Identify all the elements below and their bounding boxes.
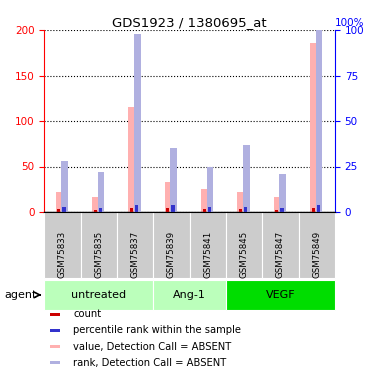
Text: GSM75835: GSM75835 xyxy=(94,231,103,278)
Bar xyxy=(130,209,133,212)
Bar xyxy=(226,212,262,278)
Text: rank, Detection Call = ABSENT: rank, Detection Call = ABSENT xyxy=(73,358,227,368)
Bar xyxy=(57,209,60,212)
Text: GSM75833: GSM75833 xyxy=(58,231,67,278)
Text: value, Detection Call = ABSENT: value, Detection Call = ABSENT xyxy=(73,342,232,351)
Bar xyxy=(80,212,117,278)
Text: 100%: 100% xyxy=(335,18,365,28)
Bar xyxy=(56,192,65,212)
Text: GSM75839: GSM75839 xyxy=(167,231,176,278)
Bar xyxy=(61,161,68,212)
Bar xyxy=(238,192,246,212)
Bar xyxy=(134,34,141,212)
Text: GSM75847: GSM75847 xyxy=(276,231,285,278)
Bar xyxy=(92,196,101,212)
Bar xyxy=(166,209,169,212)
Bar xyxy=(153,280,226,309)
Bar xyxy=(170,148,177,212)
Bar xyxy=(207,166,213,212)
Text: VEGF: VEGF xyxy=(266,290,295,300)
Bar xyxy=(310,43,319,212)
Bar xyxy=(239,209,242,212)
Bar xyxy=(44,280,153,309)
Bar xyxy=(135,205,138,212)
Bar xyxy=(97,172,104,212)
Text: untreated: untreated xyxy=(71,290,126,300)
Bar xyxy=(50,329,60,332)
Bar xyxy=(50,361,60,364)
Text: agent: agent xyxy=(4,290,36,300)
Bar xyxy=(50,345,60,348)
Title: GDS1923 / 1380695_at: GDS1923 / 1380695_at xyxy=(112,16,267,29)
Bar xyxy=(50,313,60,316)
Bar xyxy=(117,212,153,278)
Bar xyxy=(274,196,283,212)
Bar xyxy=(262,212,299,278)
Bar xyxy=(201,189,210,212)
Bar xyxy=(243,145,250,212)
Bar xyxy=(311,209,315,212)
Bar xyxy=(203,209,206,212)
Bar xyxy=(275,210,278,212)
Bar xyxy=(128,107,137,212)
Text: GSM75849: GSM75849 xyxy=(312,231,321,278)
Bar xyxy=(94,210,97,212)
Bar xyxy=(62,207,65,212)
Bar xyxy=(316,205,320,212)
Text: count: count xyxy=(73,309,102,320)
Bar xyxy=(171,205,174,212)
Bar xyxy=(165,182,174,212)
Bar xyxy=(99,209,102,212)
Text: GSM75841: GSM75841 xyxy=(203,231,212,278)
Bar xyxy=(280,209,283,212)
Bar xyxy=(279,174,286,212)
Bar xyxy=(244,207,247,212)
Bar xyxy=(190,212,226,278)
Text: Ang-1: Ang-1 xyxy=(173,290,206,300)
Bar xyxy=(316,8,322,212)
Text: GSM75845: GSM75845 xyxy=(239,231,249,278)
Bar xyxy=(44,212,80,278)
Bar xyxy=(226,280,335,309)
Text: GSM75837: GSM75837 xyxy=(131,231,140,278)
Bar xyxy=(153,212,189,278)
Bar xyxy=(208,207,211,212)
Text: percentile rank within the sample: percentile rank within the sample xyxy=(73,326,241,336)
Bar xyxy=(299,212,335,278)
